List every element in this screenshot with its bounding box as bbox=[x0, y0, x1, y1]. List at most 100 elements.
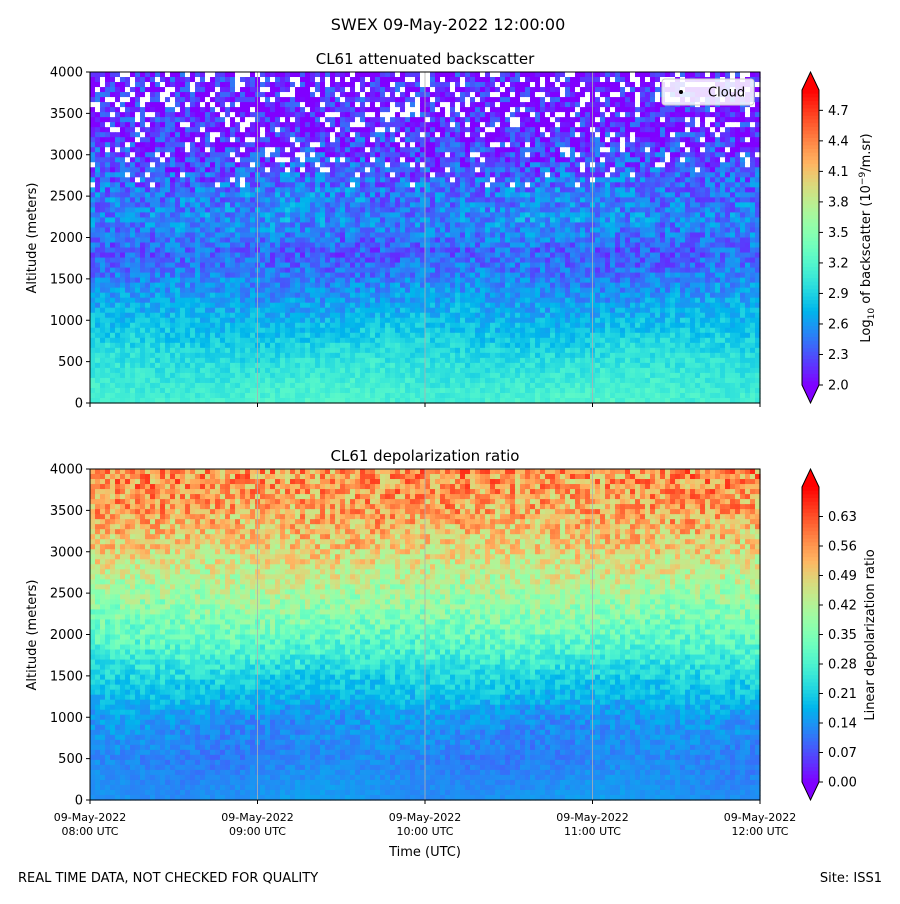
backscatter-cell bbox=[525, 112, 531, 118]
backscatter-cell bbox=[425, 192, 431, 198]
backscatter-cell bbox=[425, 252, 431, 259]
backscatter-cell bbox=[500, 197, 506, 203]
backscatter-cell bbox=[165, 172, 171, 178]
backscatter-cell bbox=[750, 237, 756, 244]
backscatter-cell bbox=[340, 127, 346, 133]
backscatter-cell bbox=[320, 157, 326, 163]
backscatter-cell bbox=[295, 137, 301, 143]
backscatter-cell bbox=[350, 252, 356, 259]
backscatter-cell bbox=[435, 72, 441, 78]
backscatter-cell bbox=[555, 237, 561, 244]
backscatter-cell bbox=[215, 227, 221, 234]
backscatter-cell bbox=[565, 122, 571, 128]
backscatter-cell bbox=[565, 217, 571, 224]
backscatter-cell bbox=[450, 107, 456, 113]
backscatter-cell bbox=[110, 172, 116, 178]
backscatter-cell bbox=[170, 212, 176, 219]
backscatter-cell bbox=[495, 252, 501, 259]
backscatter-cell bbox=[385, 172, 391, 178]
backscatter-cell bbox=[490, 247, 496, 254]
backscatter-cell bbox=[380, 237, 386, 244]
backscatter-cell bbox=[640, 242, 646, 249]
backscatter-cell bbox=[90, 117, 96, 123]
backscatter-cell bbox=[365, 207, 371, 214]
backscatter-cell bbox=[270, 127, 276, 133]
backscatter-cell bbox=[230, 237, 236, 244]
backscatter-cell bbox=[630, 127, 636, 133]
backscatter-cell bbox=[225, 142, 231, 148]
backscatter-cell bbox=[585, 87, 591, 93]
backscatter-cell bbox=[595, 72, 601, 78]
backscatter-cell bbox=[105, 87, 111, 93]
backscatter-cell bbox=[695, 207, 701, 214]
backscatter-cell bbox=[435, 187, 441, 193]
backscatter-cell bbox=[385, 157, 391, 163]
backscatter-cell bbox=[440, 187, 446, 193]
backscatter-cell bbox=[410, 202, 416, 209]
backscatter-cell bbox=[630, 177, 636, 183]
backscatter-cell bbox=[425, 117, 431, 123]
backscatter-cell bbox=[445, 207, 451, 214]
backscatter-cell bbox=[540, 217, 546, 224]
backscatter-cell bbox=[105, 182, 111, 188]
backscatter-cell bbox=[120, 92, 126, 98]
backscatter-cell bbox=[480, 92, 486, 98]
backscatter-cell bbox=[240, 152, 246, 158]
backscatter-cell bbox=[130, 217, 136, 224]
backscatter-cell bbox=[455, 102, 461, 108]
backscatter-cell bbox=[680, 107, 686, 113]
backscatter-cell bbox=[450, 187, 456, 193]
backscatter-cell bbox=[515, 202, 521, 209]
backscatter-cell bbox=[750, 172, 756, 178]
backscatter-cell bbox=[205, 212, 211, 219]
backscatter-cell bbox=[500, 137, 506, 143]
backscatter-cell bbox=[620, 142, 626, 148]
backscatter-cell bbox=[610, 77, 616, 83]
backscatter-cell bbox=[235, 247, 241, 254]
backscatter-cell bbox=[625, 167, 631, 173]
backscatter-cell bbox=[735, 227, 741, 234]
backscatter-cell bbox=[675, 112, 681, 118]
backscatter-cell bbox=[145, 247, 151, 254]
backscatter-cell bbox=[200, 232, 206, 239]
backscatter-cell bbox=[445, 132, 451, 138]
backscatter-cell bbox=[455, 157, 461, 163]
backscatter-cell bbox=[745, 122, 751, 128]
backscatter-cell bbox=[470, 97, 476, 103]
backscatter-cell bbox=[510, 92, 516, 98]
backscatter-cell bbox=[605, 162, 611, 168]
backscatter-cell bbox=[490, 137, 496, 143]
backscatter-cell bbox=[190, 142, 196, 148]
backscatter-cell bbox=[605, 137, 611, 143]
backscatter-cell bbox=[665, 252, 671, 259]
backscatter-cell bbox=[665, 157, 671, 163]
backscatter-cell bbox=[110, 147, 116, 153]
backscatter-cell bbox=[155, 157, 161, 163]
backscatter-cell bbox=[700, 242, 706, 249]
backscatter-cell bbox=[585, 212, 591, 219]
backscatter-cell bbox=[490, 222, 496, 229]
backscatter-cell bbox=[505, 147, 511, 153]
backscatter-cell bbox=[545, 112, 551, 118]
backscatter-cell bbox=[470, 172, 476, 178]
backscatter-cell bbox=[375, 107, 381, 113]
backscatter-cell bbox=[755, 72, 761, 78]
backscatter-cell bbox=[505, 87, 511, 93]
backscatter-cell bbox=[545, 92, 551, 98]
backscatter-cell bbox=[320, 187, 326, 193]
backscatter-cell bbox=[655, 217, 661, 224]
backscatter-cell bbox=[525, 132, 531, 138]
backscatter-cell bbox=[670, 202, 676, 209]
backscatter-cell bbox=[165, 207, 171, 214]
backscatter-cell bbox=[580, 72, 586, 78]
backscatter-cell bbox=[370, 252, 376, 259]
backscatter-cell bbox=[680, 237, 686, 244]
backscatter-cell bbox=[220, 217, 226, 224]
backscatter-cell bbox=[660, 122, 666, 128]
backscatter-cell bbox=[185, 92, 191, 98]
backscatter-cell bbox=[655, 152, 661, 158]
backscatter-cell bbox=[415, 217, 421, 224]
backscatter-cell bbox=[345, 227, 351, 234]
backscatter-cell bbox=[505, 112, 511, 118]
backscatter-cell bbox=[430, 222, 436, 229]
